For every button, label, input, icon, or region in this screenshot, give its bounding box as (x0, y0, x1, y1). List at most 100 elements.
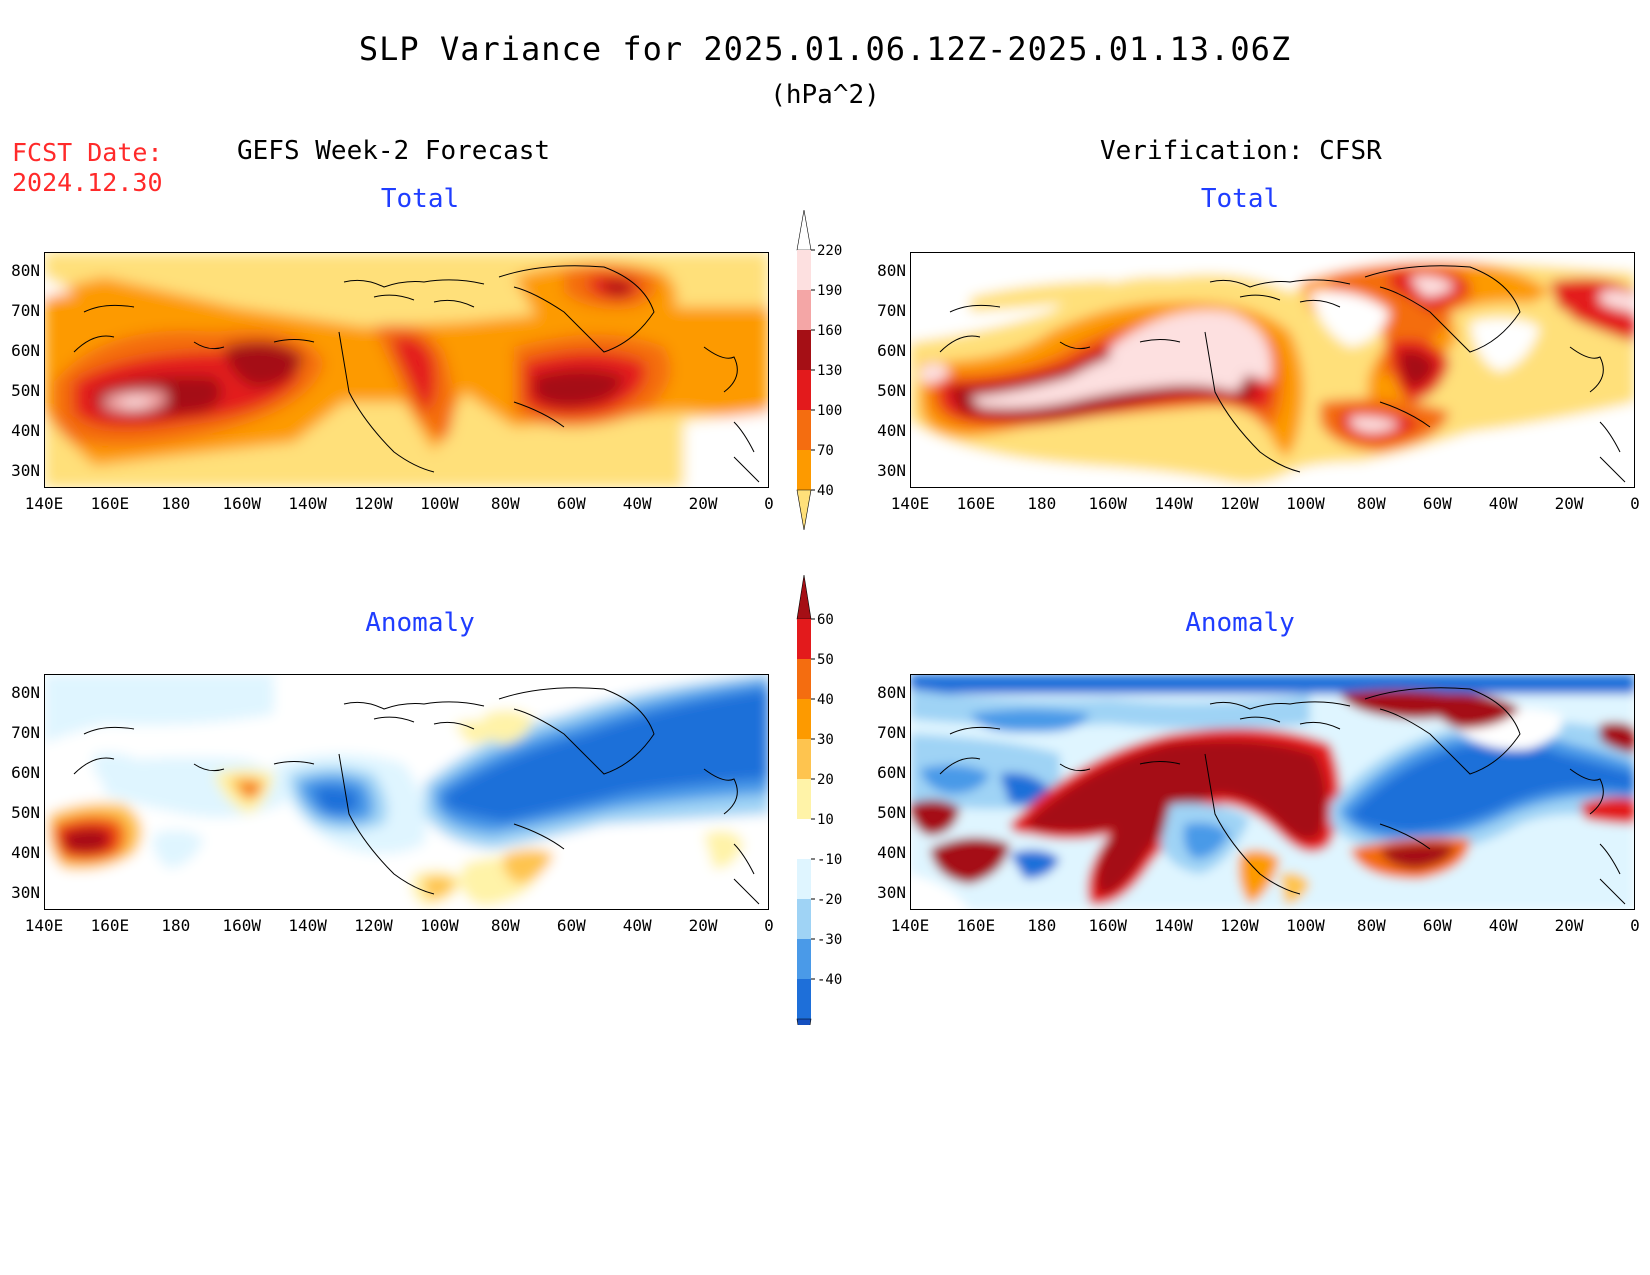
lon-tick-label: 180 (161, 494, 191, 513)
lat-tick-label: 80N (877, 683, 906, 702)
lat-tick-label: 60N (877, 341, 906, 360)
fcst-date-block: FCST Date: 2024.12.30 (12, 138, 163, 198)
colorbar-bottom-arrow (796, 1018, 812, 1064)
fcst-label: FCST Date: (12, 138, 163, 167)
colorbar-top-arrow (796, 574, 812, 620)
colorbar-label: -30 (817, 932, 842, 948)
lon-tick-label: 20W (1554, 916, 1584, 935)
colorbar-swatch (797, 250, 811, 290)
lon-tick-label: 120W (354, 494, 393, 513)
verification-column-header: Verification: CFSR (1100, 136, 1382, 166)
forecast-column-header: GEFS Week-2 Forecast (237, 136, 551, 166)
lat-tick-label: 70N (11, 723, 40, 742)
lat-tick-label: 40N (877, 421, 906, 440)
verification-anomaly-title: Anomaly (1185, 608, 1295, 638)
verification-anomaly-map (910, 674, 1635, 910)
lon-tick-label: 160E (956, 494, 996, 513)
lon-tick-label: 140E (890, 494, 930, 513)
colorbar-label: 220 (817, 243, 842, 259)
lat-tick-label: 50N (877, 381, 906, 400)
lon-tick-label: 60W (556, 916, 586, 935)
colorbar-swatch (797, 979, 811, 1019)
colorbar-label: 40 (817, 692, 834, 708)
lon-tick-label: 120W (1220, 916, 1259, 935)
total-colorbar: 220 190 160 130 100 70 40 (795, 209, 865, 540)
lat-tick-label: 40N (11, 421, 40, 440)
lon-tick-label: 180 (1027, 494, 1057, 513)
lat-tick-label: 40N (877, 843, 906, 862)
lon-tick-label: 140W (1154, 494, 1193, 513)
lon-tick-label: 40W (622, 494, 652, 513)
forecast-total-map (44, 252, 769, 488)
lon-tick-label: 160E (90, 916, 130, 935)
lon-tick-label: 40W (1488, 916, 1518, 935)
colorbar-swatch (797, 779, 811, 819)
colorbar-label: 70 (817, 443, 834, 459)
lon-tick-label: 140W (288, 494, 327, 513)
colorbar-label: 100 (817, 403, 842, 419)
lon-tick-label: 140W (1154, 916, 1193, 935)
lon-tick-label: 160W (222, 916, 261, 935)
colorbar-swatch (797, 739, 811, 779)
lon-tick-label: 140W (288, 916, 327, 935)
colorbar-swatch (797, 450, 811, 490)
lon-tick-label: 140E (24, 916, 64, 935)
lat-tick-label: 30N (11, 461, 40, 480)
colorbar-label: 130 (817, 363, 842, 379)
lon-tick-label: 80W (490, 494, 520, 513)
colorbar-label: -10 (817, 852, 842, 868)
lon-tick-label: 0 (1630, 916, 1640, 935)
colorbar-label: 40 (817, 483, 834, 499)
verification-total-map (910, 252, 1635, 488)
lon-tick-label: 20W (1554, 494, 1584, 513)
colorbar-swatch (797, 859, 811, 899)
lon-tick-label: 0 (1630, 494, 1640, 513)
verification-total-title: Total (1200, 184, 1280, 214)
lon-tick-label: 100W (420, 494, 459, 513)
lon-tick-label: 100W (420, 916, 459, 935)
colorbar-swatch (797, 659, 811, 699)
lon-tick-label: 60W (1422, 916, 1452, 935)
lon-tick-label: 20W (688, 494, 718, 513)
lon-tick-label: 100W (1286, 494, 1325, 513)
forecast-anomaly-map (44, 674, 769, 910)
lat-tick-label: 60N (11, 763, 40, 782)
lat-tick-label: 80N (877, 261, 906, 280)
lat-tick-label: 50N (11, 803, 40, 822)
lon-tick-label: 60W (1422, 494, 1452, 513)
lat-tick-label: 40N (11, 843, 40, 862)
colorbar-swatch (797, 819, 811, 859)
lon-tick-label: 40W (1488, 494, 1518, 513)
lat-tick-label: 60N (11, 341, 40, 360)
lon-tick-label: 80W (1356, 916, 1386, 935)
lon-tick-label: 160W (1088, 916, 1127, 935)
colorbar-swatch (797, 939, 811, 979)
colorbar-swatch (797, 899, 811, 939)
lat-tick-label: 30N (11, 883, 40, 902)
colorbar-swatch (797, 619, 811, 659)
lon-tick-label: 80W (1356, 494, 1386, 513)
lon-tick-label: 160W (1088, 494, 1127, 513)
lon-tick-label: 0 (764, 916, 774, 935)
colorbar-bottom-arrow (796, 489, 812, 531)
lon-tick-label: 140E (24, 494, 64, 513)
colorbar-label: 160 (817, 323, 842, 339)
lon-tick-label: 120W (354, 916, 393, 935)
lat-tick-label: 30N (877, 883, 906, 902)
colorbar-label: 190 (817, 283, 842, 299)
colorbar-label: 50 (817, 652, 834, 668)
lon-tick-label: 160W (222, 494, 261, 513)
colorbar-label: 10 (817, 812, 834, 828)
colorbar-label: -40 (817, 972, 842, 988)
colorbar-swatch (797, 290, 811, 330)
colorbar-swatch (797, 410, 811, 450)
lon-tick-label: 120W (1220, 494, 1259, 513)
lat-tick-label: 30N (877, 461, 906, 480)
lat-tick-label: 70N (877, 301, 906, 320)
colorbar-label: 60 (817, 612, 834, 628)
lat-tick-label: 70N (11, 301, 40, 320)
lon-tick-label: 180 (1027, 916, 1057, 935)
colorbar-top-arrow (796, 209, 812, 251)
lat-tick-label: 70N (877, 723, 906, 742)
lon-tick-label: 100W (1286, 916, 1325, 935)
